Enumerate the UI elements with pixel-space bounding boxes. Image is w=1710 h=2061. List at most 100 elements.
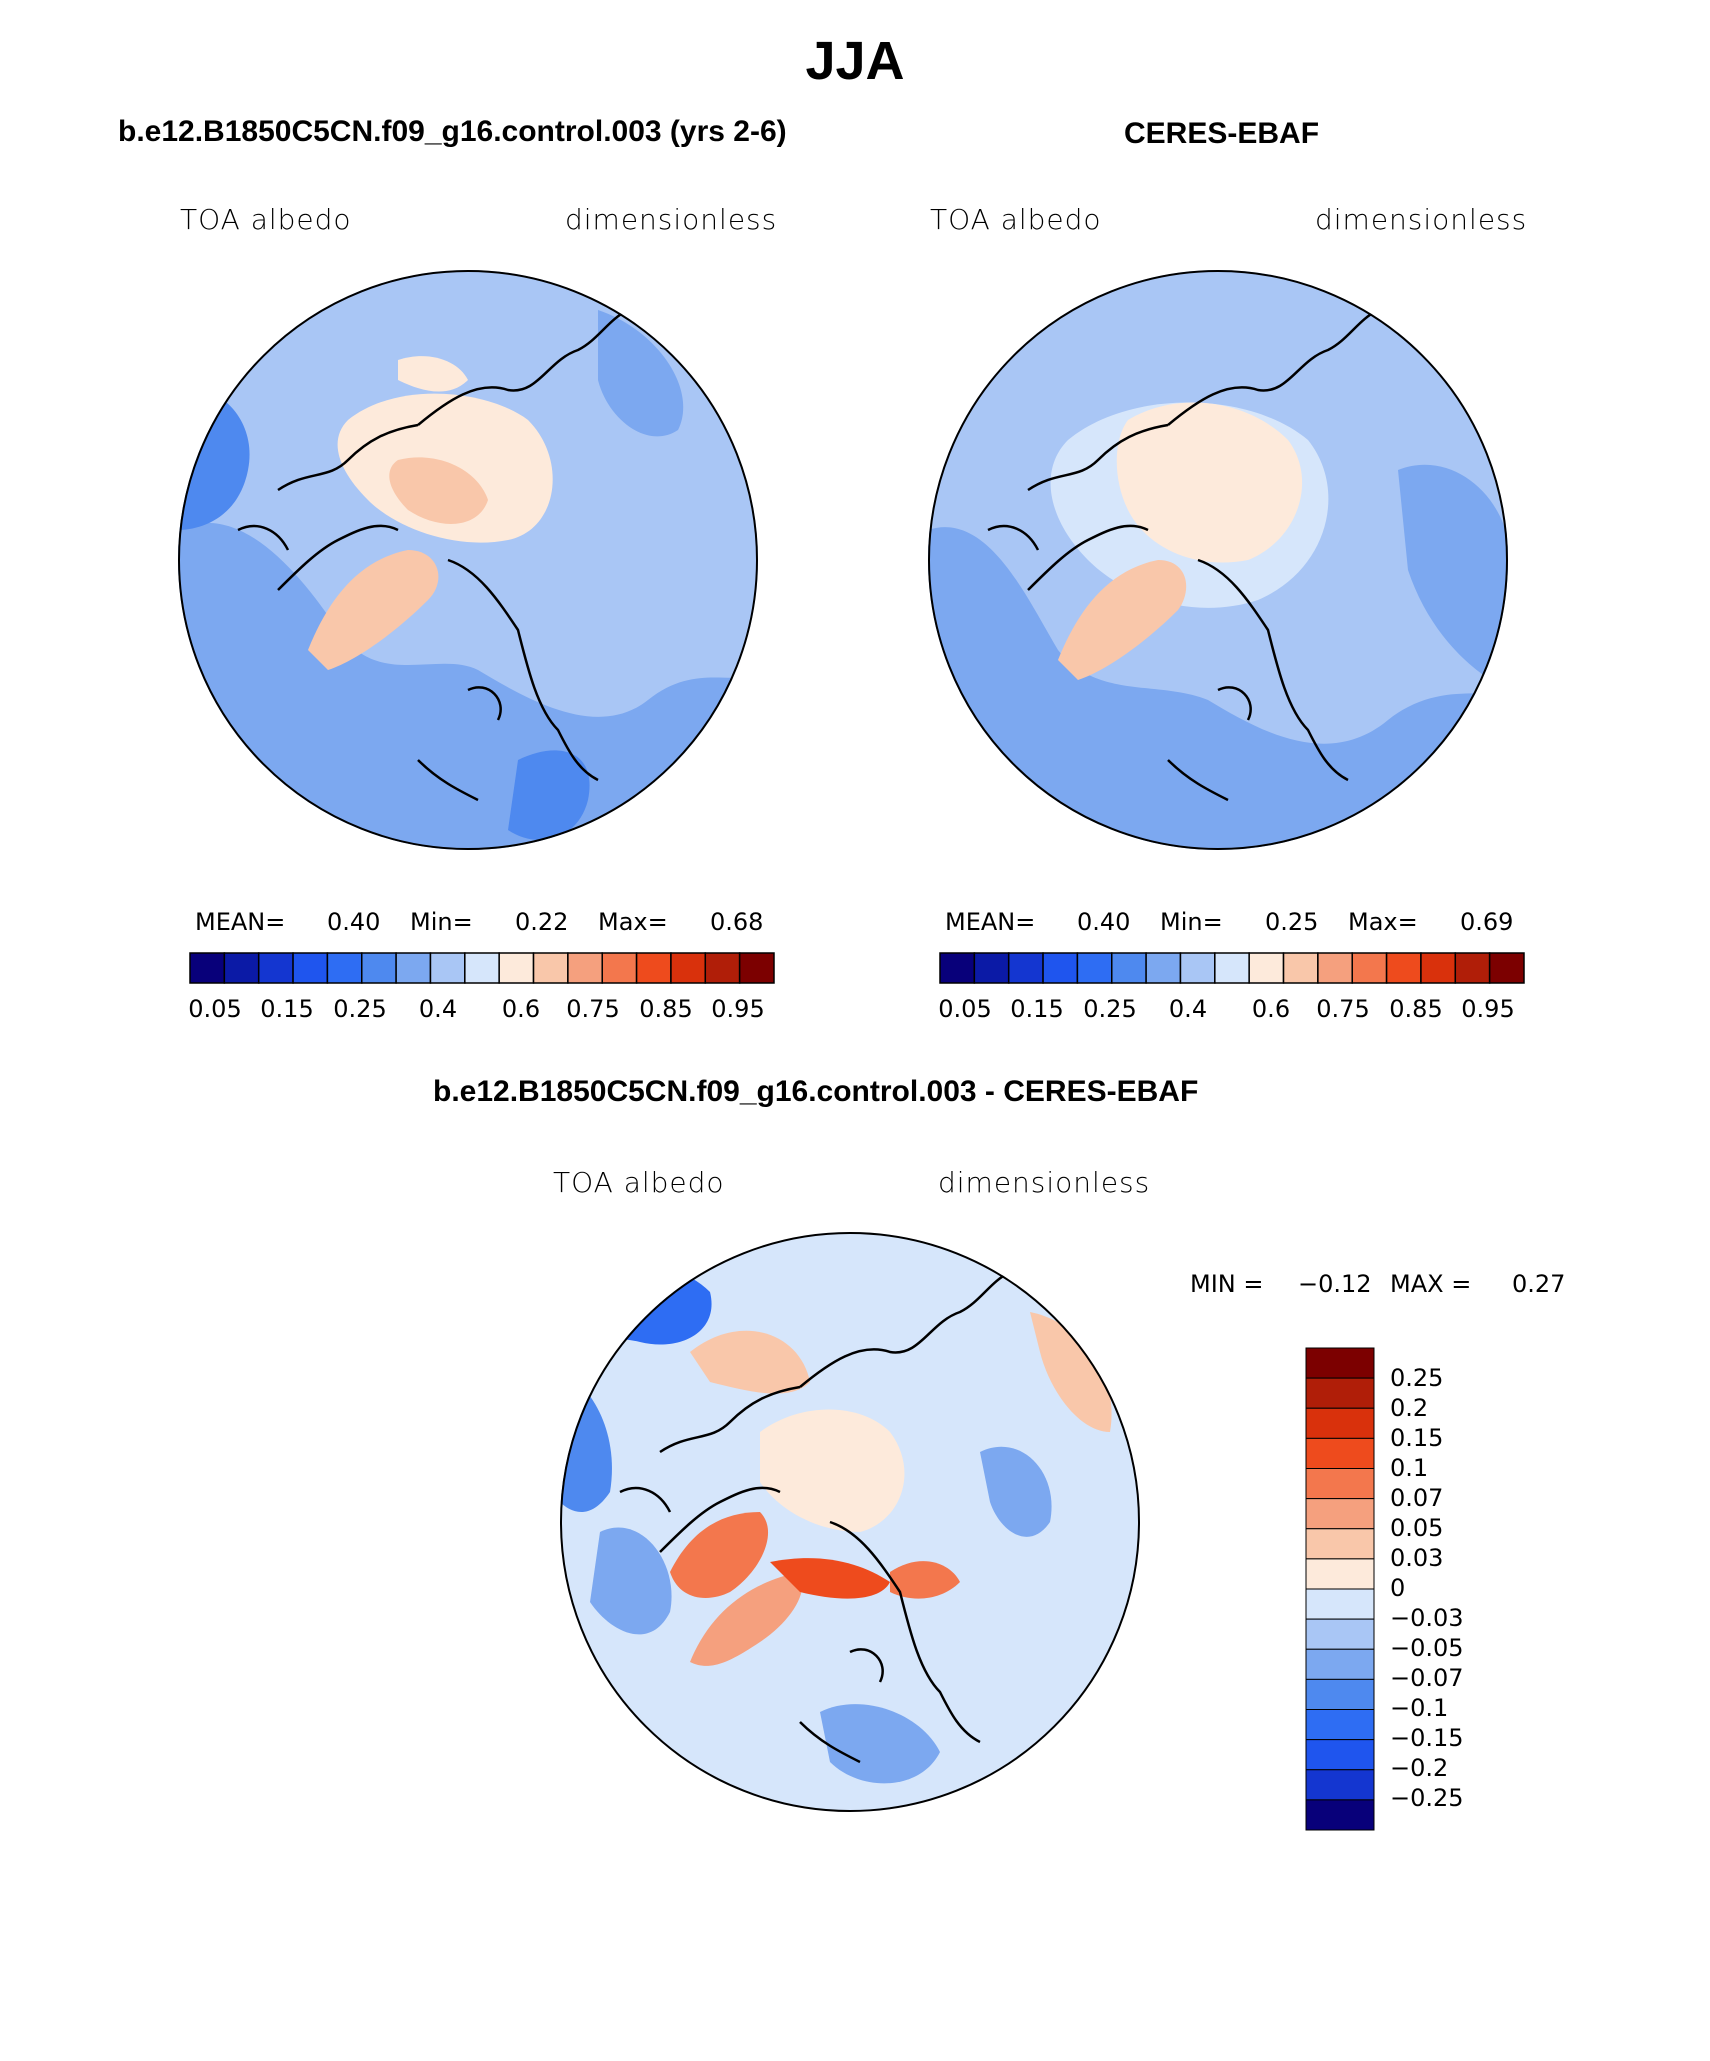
- diff-level: −0.05: [1390, 1634, 1464, 1662]
- diff-min-label: MIN =: [1190, 1270, 1264, 1298]
- panel1-tick: 0.95: [711, 995, 765, 1023]
- panel1-tick: 0.4: [418, 995, 458, 1023]
- diff-min-value: −0.12: [1298, 1270, 1372, 1298]
- panel2-greenland: [1058, 560, 1187, 680]
- colorbar-swatch: [670, 952, 707, 984]
- colorbar-swatch: [567, 952, 603, 984]
- panel2-tick: 0.95: [1461, 995, 1515, 1023]
- diff-units-label: dimensionless: [938, 1166, 1151, 1199]
- colorbar-swatch: [361, 952, 397, 984]
- diff-colorbar-swatch: [1305, 1709, 1375, 1741]
- panel1-colorbar: [189, 952, 775, 984]
- panel2-tick: 0.25: [1083, 995, 1137, 1023]
- panel1-tick: 0.6: [501, 995, 541, 1023]
- colorbar-swatch: [292, 952, 329, 984]
- diff-south-negative: [820, 1704, 940, 1784]
- colorbar-swatch: [1351, 952, 1388, 984]
- panel1-variable-label: TOA albedo: [180, 203, 352, 236]
- diff-level: −0.15: [1390, 1724, 1464, 1752]
- panel2-east-low: [1398, 464, 1508, 690]
- panel2-tick: 0.85: [1389, 995, 1443, 1023]
- diff-colorbar-swatch: [1305, 1769, 1375, 1801]
- panel1-max-label: Max=: [598, 908, 668, 936]
- diff-ridge-positive: [770, 1558, 890, 1599]
- colorbar-swatch: [1111, 952, 1147, 984]
- diff-colorbar-swatch: [1305, 1528, 1375, 1560]
- panel2-arctic-high: [1116, 402, 1303, 563]
- diff-colorbar-swatch: [1305, 1678, 1375, 1710]
- diff-colorbar-swatch: [1305, 1468, 1375, 1500]
- panel2-min-label: Min=: [1160, 908, 1223, 936]
- colorbar-swatch: [1385, 952, 1422, 984]
- diff-colorbar-swatch: [1305, 1377, 1375, 1409]
- panel2-colorbar: [939, 952, 1525, 984]
- diff-colorbar-labels: 0.25 0.2 0.15 0.1 0.07 0.05 0.03 0 −0.03…: [1390, 1348, 1490, 1830]
- colorbar-swatch: [464, 952, 500, 984]
- panel1-midlat-band: [178, 522, 758, 850]
- panel2-tick: 0.6: [1251, 995, 1291, 1023]
- colorbar-swatch: [1042, 952, 1079, 984]
- diff-pacific-positive: [1030, 1312, 1112, 1432]
- panel1-subtitle: b.e12.B1850C5CN.f09_g16.control.003 (yrs…: [118, 115, 787, 148]
- diff-colorbar-swatch: [1305, 1739, 1375, 1771]
- diff-map: [560, 1232, 1140, 1812]
- panel2-min-value: 0.25: [1265, 908, 1319, 936]
- diff-level: 0: [1390, 1574, 1406, 1602]
- colorbar-swatch: [429, 952, 466, 984]
- diff-asia-positive: [690, 1330, 810, 1394]
- colorbar-swatch: [326, 952, 363, 984]
- colorbar-swatch: [1454, 952, 1491, 984]
- colorbar-swatch: [1214, 952, 1250, 984]
- panel1-units-label: dimensionless: [565, 203, 778, 236]
- diff-level: −0.07: [1390, 1664, 1464, 1692]
- panel2-colorbar-ticks: 0.05 0.15 0.25 0.4 0.6 0.75 0.85 0.95: [938, 995, 1524, 1025]
- panel2-mean-label: MEAN=: [945, 908, 1036, 936]
- colorbar-swatch: [1076, 952, 1113, 984]
- diff-coastlines: [619, 1270, 1011, 1764]
- diff-level: −0.1: [1390, 1694, 1449, 1722]
- panel2-max-label: Max=: [1348, 908, 1418, 936]
- panel1-min-label: Min=: [410, 908, 473, 936]
- panel2-tick: 0.05: [938, 995, 992, 1023]
- figure-title: JJA: [805, 31, 905, 91]
- panel1-tick: 0.05: [188, 995, 242, 1023]
- panel2-coastlines: [987, 308, 1379, 802]
- diff-level: 0.07: [1390, 1484, 1444, 1512]
- panel1-max-value: 0.68: [710, 908, 764, 936]
- diff-colorbar-swatch: [1305, 1618, 1375, 1650]
- diff-siberia-positive: [890, 1561, 960, 1599]
- panel2-units-label: dimensionless: [1315, 203, 1528, 236]
- diff-variable-label: TOA albedo: [553, 1166, 725, 1199]
- panel2-subtitle: CERES-EBAF: [1124, 117, 1320, 150]
- colorbar-swatch: [704, 952, 741, 984]
- colorbar-swatch: [939, 952, 976, 984]
- diff-colorbar-swatch: [1305, 1648, 1375, 1680]
- diff-arctic-positive: [760, 1409, 905, 1532]
- panel1-tick: 0.85: [639, 995, 693, 1023]
- diff-level: 0.1: [1390, 1454, 1429, 1482]
- colorbar-swatch: [1248, 952, 1285, 984]
- panel2-variable-label: TOA albedo: [930, 203, 1102, 236]
- diff-level: −0.2: [1390, 1754, 1449, 1782]
- diff-level: 0.03: [1390, 1544, 1444, 1572]
- diff-level: −0.03: [1390, 1604, 1464, 1632]
- panel1-min-value: 0.22: [515, 908, 569, 936]
- panel2-map-border: [928, 270, 1508, 850]
- diff-level: 0.05: [1390, 1514, 1444, 1542]
- colorbar-swatch: [973, 952, 1010, 984]
- colorbar-swatch: [532, 952, 569, 984]
- diff-colorbar-swatch: [1305, 1799, 1375, 1831]
- colorbar-swatch: [1488, 952, 1525, 984]
- diff-max-value: 0.27: [1512, 1270, 1566, 1298]
- panel1-pacific-low: [598, 310, 684, 437]
- colorbar-swatch: [223, 952, 260, 984]
- colorbar-swatch: [601, 952, 638, 984]
- panel1-map-border: [178, 270, 758, 850]
- colorbar-swatch: [395, 952, 432, 984]
- panel2-max-value: 0.69: [1460, 908, 1514, 936]
- diff-max-label: MAX =: [1390, 1270, 1472, 1298]
- colorbar-swatch: [635, 952, 672, 984]
- colorbar-swatch: [189, 952, 226, 984]
- colorbar-swatch: [1179, 952, 1216, 984]
- colorbar-swatch: [738, 952, 775, 984]
